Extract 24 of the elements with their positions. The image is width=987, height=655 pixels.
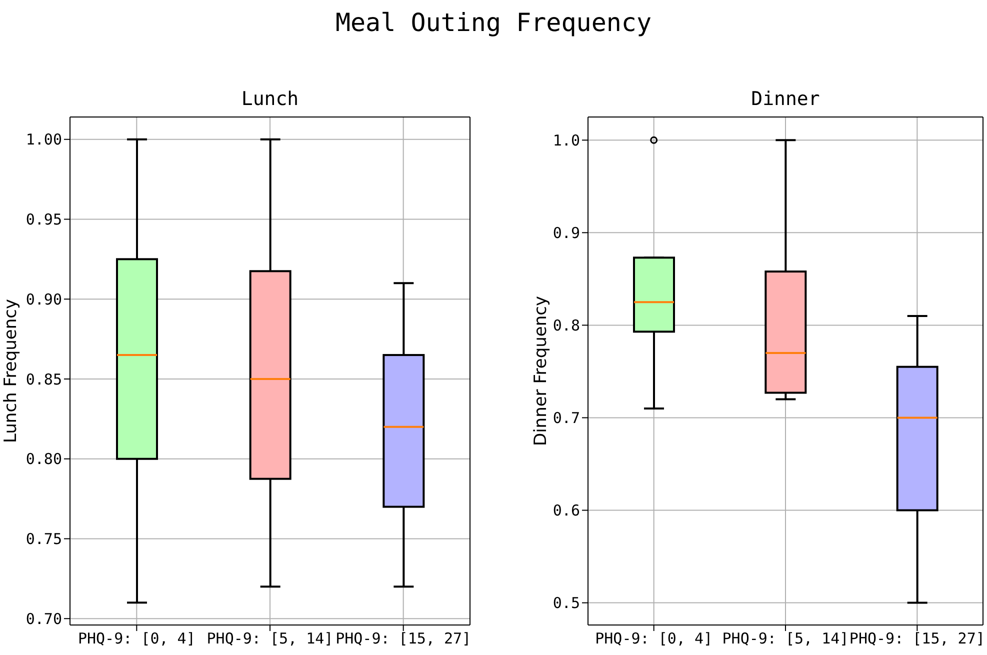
y-tick-label: 0.90: [26, 290, 62, 308]
y-tick-label: 0.9: [552, 224, 580, 242]
y-tick-label: 0.8: [552, 316, 580, 335]
y-tick-label: 0.6: [552, 502, 580, 520]
chart-title: Dinner: [750, 88, 821, 110]
y-axis-title: Dinner Frequency: [531, 296, 552, 446]
text: Meal Outing Frequency: [334, 8, 653, 37]
x-tick-label: PHQ-9: [0, 4]: [78, 630, 196, 648]
y-tick-label: 0.95: [26, 210, 62, 229]
chart-title: Lunch: [240, 88, 300, 110]
y-tick-label: 0.80: [26, 450, 62, 468]
y-tick-label: 0.7: [552, 409, 580, 428]
x-tick-label: PHQ-9: [15, 27]: [849, 630, 985, 648]
y-tick-label: 0.5: [552, 594, 580, 612]
y-tick-label: 0.75: [26, 530, 62, 548]
x-tick-label: PHQ-9: [15, 27]: [336, 630, 472, 648]
y-tick-label: 1.0: [552, 131, 580, 150]
y-tick-label: 0.85: [26, 370, 62, 388]
y-tick-label: 1.00: [26, 130, 62, 149]
y-tick-label: 0.70: [26, 610, 62, 628]
y-axis-title: Lunch Frequency: [1, 298, 22, 444]
x-tick-label: PHQ-9: [0, 4]: [595, 630, 713, 648]
x-tick-label: PHQ-9: [5, 14]: [722, 630, 849, 648]
x-tick-label: PHQ-9: [5, 14]: [206, 630, 334, 648]
